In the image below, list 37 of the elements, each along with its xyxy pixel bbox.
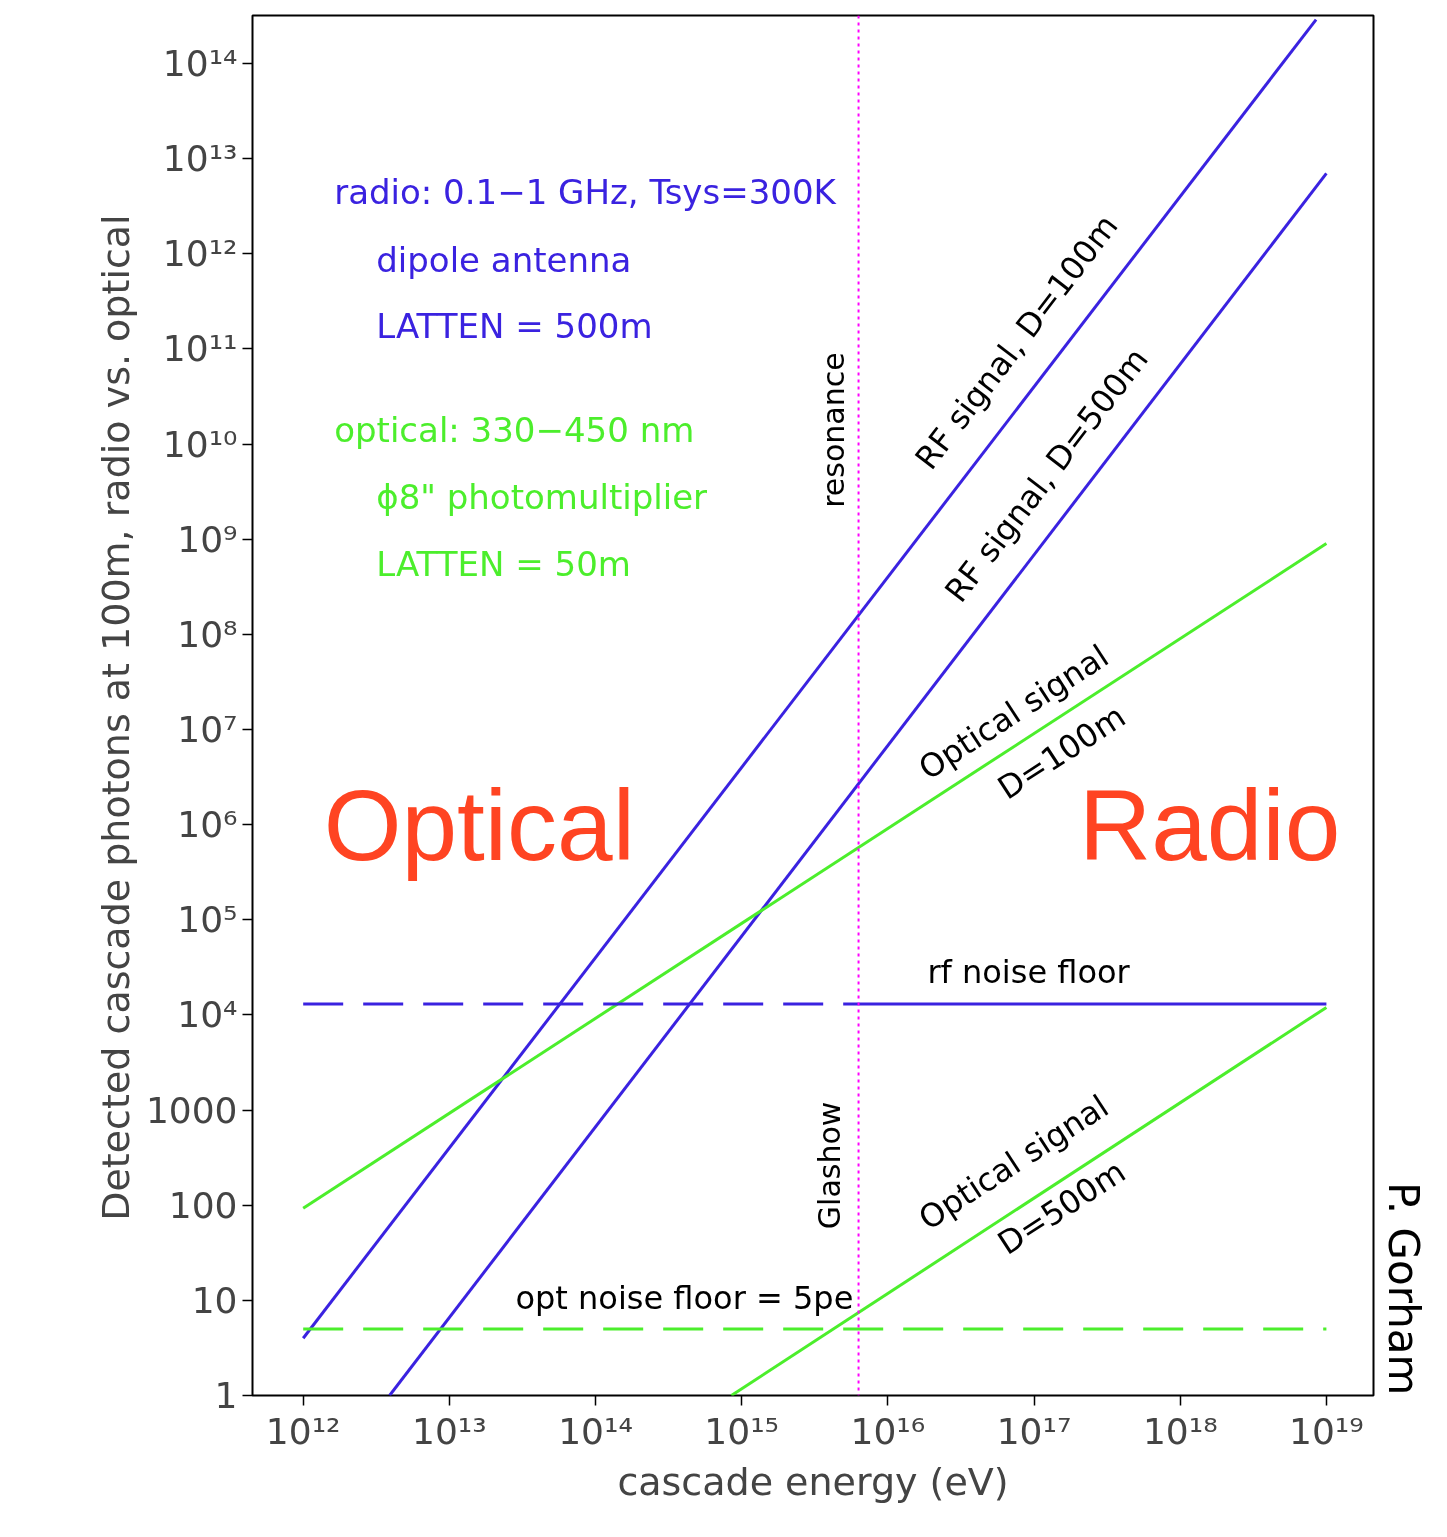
x-tick-label: 10¹³ <box>412 1410 487 1452</box>
x-tick-label: 10¹⁴ <box>558 1410 633 1452</box>
x-tick-label: 10¹² <box>265 1410 341 1452</box>
y-tick-label: 100 <box>168 1184 238 1226</box>
y-tick-label: 10⁷ <box>177 709 238 751</box>
y-tick-label: 10⁴ <box>177 994 238 1036</box>
x-tick-label: 10¹⁹ <box>1289 1410 1364 1452</box>
x-tick-label: 10¹⁶ <box>850 1410 926 1452</box>
x-axis-title: cascade energy (eV) <box>617 1459 1009 1504</box>
annotation: LATTEN = 500m <box>376 306 653 347</box>
y-tick-label: 1 <box>214 1375 238 1416</box>
y-tick-label: 10¹³ <box>162 138 238 180</box>
x-tick-label: 10¹⁸ <box>1142 1410 1218 1452</box>
annotation: dipole antenna <box>376 240 632 281</box>
y-tick-label: 10¹⁴ <box>162 43 238 85</box>
y-tick-label: 10¹⁰ <box>162 423 238 465</box>
text: P. Gorham <box>1378 1181 1428 1396</box>
y-tick-label: 10⁹ <box>177 518 238 560</box>
annotation: ϕ8" photomultiplier <box>376 477 708 518</box>
annotation: rf noise floor <box>927 953 1131 992</box>
y-tick-label: 10¹¹ <box>162 328 238 370</box>
annotation: LATTEN = 50m <box>376 544 631 585</box>
y-axis-title: Detected cascade photons at 100m, radio vs. optical <box>93 214 138 1221</box>
annotation: radio: 0.1−1 GHz, Tsys=300K <box>334 172 838 213</box>
annotation: resonance <box>815 352 851 508</box>
y-tick-label: 10⁶ <box>177 804 238 846</box>
x-tick-label: 10¹⁵ <box>704 1410 780 1452</box>
x-tick-label: 10¹⁷ <box>996 1410 1072 1452</box>
annotation: Optical <box>323 769 635 882</box>
y-tick-label: 1000 <box>145 1089 238 1131</box>
annotation: Glashow <box>811 1101 847 1230</box>
annotation: opt noise floor = 5pe <box>515 1279 854 1318</box>
y-tick-label: 10⁵ <box>177 899 238 941</box>
y-tick-label: 10⁸ <box>177 613 238 655</box>
annotation: optical: 330−450 nm <box>334 410 695 451</box>
y-tick-label: 10¹² <box>162 233 238 275</box>
y-tick-label: 10 <box>191 1279 238 1321</box>
